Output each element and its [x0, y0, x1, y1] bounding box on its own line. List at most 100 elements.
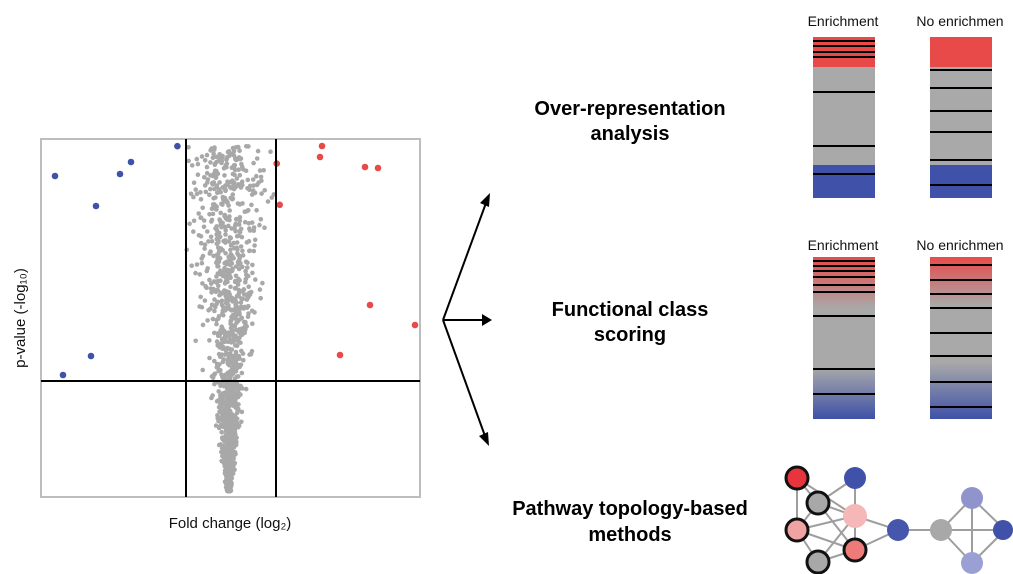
- volcano-point: [221, 419, 227, 425]
- volcano-point: [411, 321, 419, 329]
- volcano-point: [226, 180, 231, 185]
- volcano-point: [231, 241, 236, 246]
- network-node: [961, 487, 983, 509]
- volcano-point: [222, 328, 227, 334]
- volcano-point: [231, 333, 237, 339]
- volcano-point: [237, 218, 243, 223]
- volcano-point: [239, 161, 244, 167]
- volcano-point: [233, 156, 238, 161]
- volcano-point: [229, 268, 235, 273]
- volcano-point: [234, 360, 239, 366]
- volcano-point: [207, 355, 212, 361]
- volcano-point: [221, 357, 226, 362]
- volcano-point: [245, 265, 250, 270]
- volcano-point: [219, 298, 225, 304]
- network-node: [843, 504, 867, 528]
- volcano-point: [208, 148, 213, 153]
- volcano-point: [262, 225, 267, 230]
- volcano-point: [260, 280, 265, 286]
- volcano-point: [199, 256, 204, 261]
- method-label-fcs: Functional class scoring: [552, 299, 709, 346]
- arrow-head-pt: [479, 432, 489, 446]
- volcano-point: [227, 208, 232, 213]
- volcano-point: [237, 215, 243, 220]
- volcano-point: [237, 148, 242, 153]
- volcano-point: [208, 160, 213, 165]
- volcano-point: [261, 168, 267, 173]
- volcano-point: [259, 191, 264, 196]
- volcano-point: [258, 174, 264, 180]
- volcano-point: [218, 328, 223, 333]
- volcano-point: [225, 421, 231, 426]
- volcano-point: [243, 322, 248, 327]
- volcano-point: [92, 202, 100, 210]
- volcano-point: [227, 469, 233, 474]
- volcano-point: [251, 183, 256, 188]
- volcano-point: [224, 437, 230, 443]
- volcano-point: [207, 212, 212, 217]
- volcano-point: [239, 419, 244, 425]
- volcano-point: [223, 372, 229, 377]
- fcs-enrichment-label: Enrichment: [808, 237, 879, 253]
- volcano-point: [252, 243, 257, 248]
- volcano-point: [238, 226, 244, 232]
- volcano-point: [245, 177, 251, 183]
- volcano-point: [216, 283, 221, 289]
- volcano-point: [211, 279, 217, 284]
- volcano-point: [374, 164, 382, 172]
- volcano-point: [216, 238, 221, 244]
- volcano-point: [219, 429, 224, 435]
- volcano-point: [221, 224, 226, 229]
- volcano-point: [240, 253, 246, 258]
- volcano-point: [235, 355, 240, 361]
- volcano-point: [226, 488, 232, 494]
- volcano-point: [228, 415, 234, 421]
- volcano-point: [233, 221, 239, 226]
- volcano-point: [224, 459, 230, 464]
- volcano-point: [204, 152, 210, 158]
- fcs-label-line2: scoring: [594, 324, 666, 346]
- volcano-point: [257, 168, 263, 173]
- volcano-point: [237, 253, 242, 259]
- volcano-point: [268, 149, 273, 154]
- volcano-point: [361, 163, 369, 171]
- volcano-point: [217, 255, 223, 261]
- network-node: [844, 467, 866, 489]
- network-node: [993, 520, 1013, 540]
- volcano-point: [254, 182, 260, 188]
- volcano-point: [229, 394, 234, 400]
- volcano-point: [215, 278, 220, 284]
- volcano-point: [209, 206, 215, 211]
- volcano-point: [215, 288, 221, 293]
- volcano-point: [241, 292, 247, 297]
- volcano-point: [191, 194, 196, 200]
- volcano-point: [201, 224, 207, 230]
- volcano-point: [218, 189, 223, 195]
- fcs-no-enrichment-bar: [930, 257, 992, 419]
- volcano-point: [229, 347, 235, 352]
- volcano-point: [239, 348, 244, 354]
- volcano-point: [245, 314, 251, 320]
- volcano-point: [225, 279, 230, 285]
- volcano-point: [236, 258, 242, 263]
- volcano-point: [208, 186, 213, 192]
- volcano-point: [244, 240, 250, 245]
- volcano-point: [234, 240, 240, 245]
- volcano-point: [212, 186, 217, 192]
- volcano-point: [262, 188, 268, 193]
- volcano-point: [206, 239, 211, 244]
- volcano-point: [250, 262, 255, 268]
- volcano-point: [229, 226, 234, 231]
- volcano-point: [240, 328, 246, 334]
- volcano-point: [225, 361, 231, 367]
- volcano-point: [222, 198, 227, 204]
- volcano-point: [207, 277, 212, 283]
- volcano-point: [246, 144, 251, 149]
- volcano-point: [209, 219, 214, 224]
- volcano-point: [198, 294, 203, 300]
- volcano-point: [205, 318, 210, 323]
- volcano-point: [271, 192, 277, 197]
- volcano-point: [232, 172, 237, 178]
- ora-no-enrichment-bar: [930, 37, 992, 198]
